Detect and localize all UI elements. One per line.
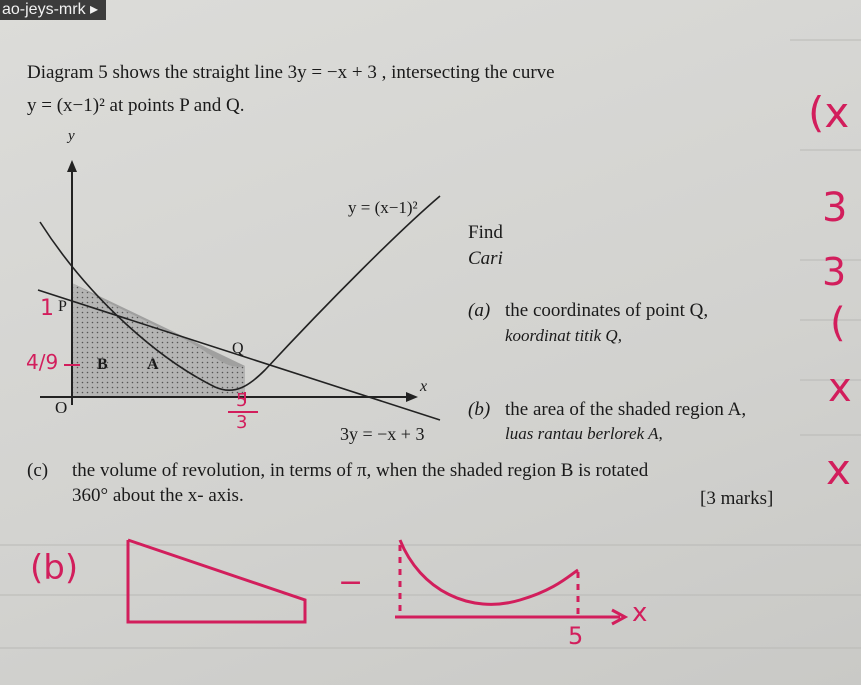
tab-label[interactable]: ao-jeys-mrk ▸	[0, 0, 107, 20]
y-arrow	[67, 160, 77, 172]
handwritten-note: 4/9	[26, 350, 59, 374]
x-arrow	[406, 392, 418, 402]
axis-label: y	[68, 128, 75, 144]
hatch	[72, 283, 245, 397]
question-label: (a)	[468, 300, 491, 321]
handwritten-working: x	[632, 598, 648, 628]
question-translation: koordinat titik Q,	[505, 326, 622, 345]
region-label: B	[97, 356, 108, 373]
question-label: (b)	[468, 399, 491, 420]
question-text: the area of the shaded region A,	[505, 399, 747, 420]
question-label: (c)	[27, 460, 49, 481]
intro-line: Diagram 5 shows the straight line 3y = −…	[27, 62, 555, 83]
curve	[39, 195, 441, 392]
marks: [3 marks]	[700, 488, 774, 509]
margin-note: x	[826, 445, 851, 494]
region-label: A	[147, 356, 159, 373]
handwritten-note: 3	[236, 412, 248, 433]
handwritten-note: 5	[236, 390, 248, 411]
curve-sketch	[398, 539, 579, 606]
working-sketch	[126, 538, 629, 626]
origin-label: O	[55, 398, 68, 417]
question-translation: luas rantau berlorek A,	[505, 424, 663, 443]
point-label: Q	[232, 340, 244, 357]
handwritten-working: 5	[568, 622, 584, 650]
trapezium-sketch	[126, 538, 307, 624]
find-label: Find	[468, 222, 503, 243]
diagram	[37, 160, 441, 421]
find-translation: Cari	[468, 248, 503, 269]
arrow-sketch	[611, 608, 629, 626]
margin-note: 3	[822, 185, 848, 231]
handwritten-working: −	[338, 565, 364, 600]
question-text: the coordinates of point Q,	[505, 300, 709, 321]
line-label: 3y = −x + 3	[340, 424, 425, 444]
question-text: the volume of revolution, in terms of π,…	[72, 460, 649, 481]
margin-note: (x	[808, 88, 850, 137]
question-text: 360° about the x- axis.	[72, 485, 244, 506]
margin-note: x	[828, 365, 852, 411]
margin-note: 3	[822, 250, 847, 294]
region-a-shade	[72, 283, 245, 368]
axis-label: x	[420, 378, 428, 395]
point-label: P	[58, 298, 67, 315]
margin-note: (	[830, 300, 846, 346]
handwritten-working: (b)	[30, 548, 79, 588]
straight-line	[37, 289, 441, 421]
handwritten-note: 1	[40, 296, 54, 321]
curve-label: y = (x−1)²	[348, 198, 418, 217]
intro-line: y = (x−1)² at points P and Q.	[27, 95, 245, 116]
